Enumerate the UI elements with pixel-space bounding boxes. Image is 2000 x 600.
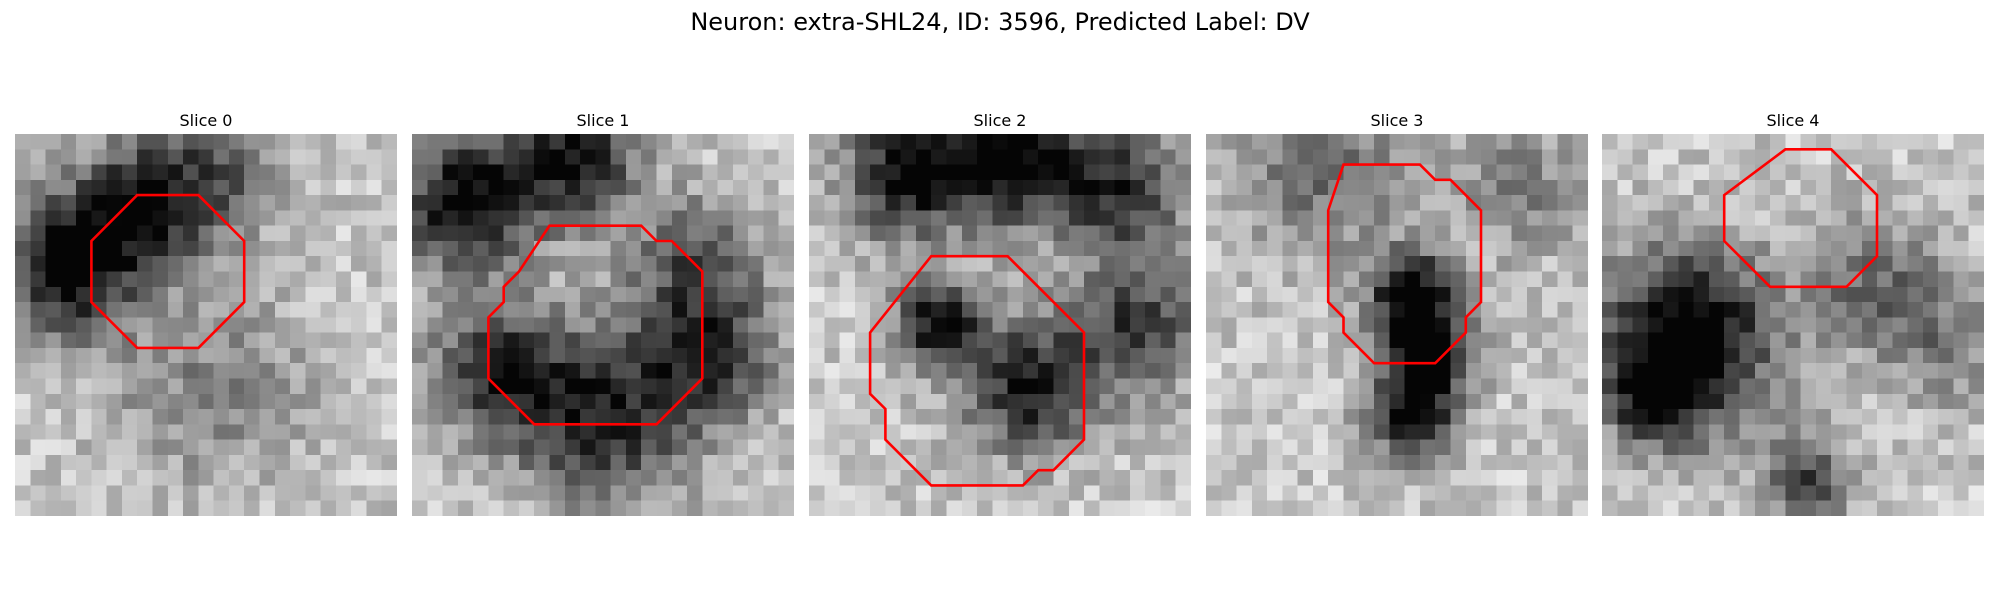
grayscale-pixels <box>809 134 1191 516</box>
slice-panel-0: Slice 0 <box>15 110 397 516</box>
slice-title: Slice 1 <box>576 111 630 130</box>
slice-title: Slice 3 <box>1370 111 1424 130</box>
slice-image <box>809 134 1191 516</box>
roi-outline <box>1722 148 1879 289</box>
slice-panel-2: Slice 2 <box>809 110 1191 516</box>
roi-outline <box>90 193 246 350</box>
figure-title: Neuron: extra-SHL24, ID: 3596, Predicted… <box>690 8 1310 36</box>
slice-title: Slice 0 <box>179 111 233 130</box>
slice-panel-4: Slice 4 <box>1602 110 1984 516</box>
roi-outline <box>487 224 704 426</box>
slice-image <box>412 134 794 516</box>
roi-outline <box>868 254 1086 487</box>
grayscale-pixels <box>1206 134 1588 516</box>
slice-panel-3: Slice 3 <box>1206 110 1588 516</box>
slice-title: Slice 4 <box>1766 111 1820 130</box>
slice-image <box>1602 134 1984 516</box>
grayscale-pixels <box>412 134 794 516</box>
slice-title: Slice 2 <box>973 111 1027 130</box>
slice-image <box>15 134 397 516</box>
roi-outline <box>1326 163 1483 365</box>
slice-panel-1: Slice 1 <box>412 110 794 516</box>
grayscale-pixels <box>15 134 397 516</box>
slice-image <box>1206 134 1588 516</box>
